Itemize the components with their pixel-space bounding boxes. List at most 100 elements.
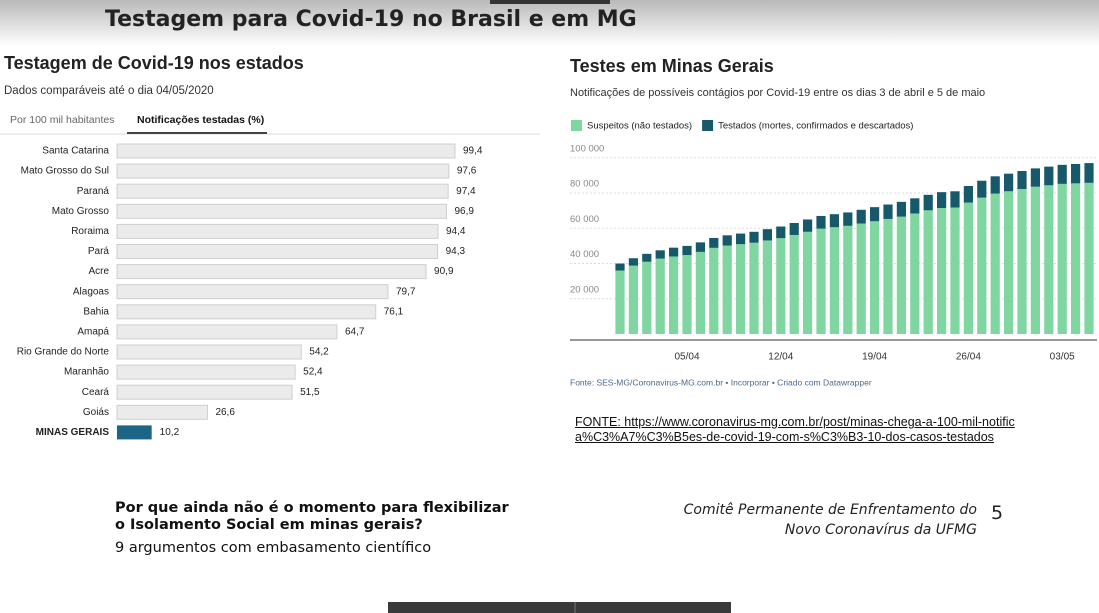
bar-segment bbox=[1084, 163, 1094, 183]
footer-subheading: 9 argumentos com embasamento científico bbox=[115, 540, 432, 556]
bar-segment bbox=[816, 228, 826, 334]
bar-segment bbox=[655, 258, 665, 334]
bar-segment bbox=[990, 193, 1000, 334]
bar bbox=[116, 284, 389, 300]
bar bbox=[116, 264, 427, 280]
bar-segment bbox=[923, 194, 933, 211]
footer-heading: Por que ainda não é o momento para flexi… bbox=[115, 500, 509, 533]
bar-segment bbox=[910, 213, 920, 334]
legend-label: Testados (mortes, confirmados e descarta… bbox=[718, 121, 913, 132]
bar-segment bbox=[789, 223, 799, 235]
bar-segment bbox=[950, 191, 960, 208]
bar-segment bbox=[695, 242, 705, 252]
y-tick-label: Mato Grosso do Sul bbox=[21, 166, 109, 177]
bar-segment bbox=[977, 180, 987, 198]
x-tick-label: 12/04 bbox=[768, 352, 793, 363]
bar-segment bbox=[896, 201, 906, 217]
bar-segment bbox=[1071, 163, 1081, 184]
value-label: 94,3 bbox=[446, 246, 466, 257]
bar-segment bbox=[1071, 183, 1081, 334]
y-tick-label: Paraná bbox=[77, 186, 110, 197]
bar-segment bbox=[1030, 186, 1040, 334]
bar-segment bbox=[789, 234, 799, 334]
bar-segment bbox=[709, 237, 719, 248]
x-tick-label: 26/04 bbox=[956, 352, 981, 363]
tab[interactable]: Notificações testadas (%) bbox=[137, 114, 264, 126]
bar-segment bbox=[803, 219, 813, 232]
y-tick-label: MINAS GERAIS bbox=[36, 427, 110, 438]
bar-segment bbox=[722, 245, 732, 334]
y-tick-label: Alagoas bbox=[73, 286, 109, 297]
bar bbox=[116, 163, 450, 179]
bar bbox=[116, 384, 293, 400]
value-label: 26,6 bbox=[215, 407, 235, 418]
value-label: 97,6 bbox=[457, 166, 477, 177]
bar-segment bbox=[736, 233, 746, 245]
bar-segment bbox=[923, 210, 933, 334]
bar-segment bbox=[749, 231, 759, 243]
bar-segment bbox=[883, 204, 893, 219]
chart-title: Testagem de Covid-19 nos estados bbox=[4, 53, 304, 73]
x-tick-label: 03/05 bbox=[1050, 352, 1075, 363]
tab[interactable]: Por 100 mil habitantes bbox=[10, 114, 114, 126]
chart-title: Testes em Minas Gerais bbox=[570, 56, 774, 76]
value-label: 64,7 bbox=[345, 327, 365, 338]
bar-segment bbox=[642, 261, 652, 334]
bar-segment bbox=[843, 225, 853, 334]
value-label: 54,2 bbox=[309, 347, 329, 358]
value-label: 90,9 bbox=[434, 266, 454, 277]
y-tick-label: Ceará bbox=[82, 387, 110, 398]
source-link[interactable]: FONTE: https://www.coronavirus-mg.com.br… bbox=[575, 415, 1015, 444]
chart-subtitle: Notificações de possíveis contágios por … bbox=[570, 87, 985, 99]
legend-swatch bbox=[571, 120, 582, 131]
y-tick-label: Roraima bbox=[71, 226, 109, 237]
bar-segment bbox=[1017, 188, 1027, 334]
bar-segment bbox=[963, 202, 973, 334]
bar-segment bbox=[870, 221, 880, 334]
bar-segment bbox=[776, 226, 786, 239]
bar-segment bbox=[722, 235, 732, 246]
value-label: 79,7 bbox=[396, 286, 416, 297]
bar-segment bbox=[829, 227, 839, 334]
bar-segment bbox=[816, 215, 826, 229]
chart-subtitle: Dados comparáveis até o dia 04/05/2020 bbox=[4, 85, 214, 97]
y-tick-label: Bahia bbox=[83, 306, 109, 317]
bar-segment bbox=[1030, 168, 1040, 187]
bar-segment bbox=[856, 209, 866, 224]
bar-segment bbox=[870, 207, 880, 222]
header-bg bbox=[0, 0, 1099, 46]
y-tick-label: 40 000 bbox=[570, 249, 599, 260]
x-tick-label: 05/04 bbox=[674, 352, 699, 363]
bar bbox=[116, 183, 449, 199]
value-label: 52,4 bbox=[303, 367, 323, 378]
value-label: 51,5 bbox=[300, 387, 320, 398]
y-tick-label: Mato Grosso bbox=[52, 206, 110, 217]
source-note: Fonte: SES-MG/Coronavirus-MG.com.br • In… bbox=[570, 377, 872, 387]
bar-segment bbox=[910, 198, 920, 214]
x-tick-label: 19/04 bbox=[862, 352, 887, 363]
value-label: 96,9 bbox=[454, 206, 474, 217]
bar-segment bbox=[1084, 182, 1094, 334]
value-label: 10,2 bbox=[160, 427, 180, 438]
bar bbox=[117, 425, 152, 440]
bar bbox=[116, 324, 338, 340]
y-tick-label: Rio Grande do Norte bbox=[17, 347, 110, 358]
bar bbox=[116, 143, 456, 159]
bar-segment bbox=[1057, 164, 1067, 184]
page-number: 5 bbox=[991, 502, 1004, 524]
bar-segment bbox=[843, 212, 853, 226]
bar-segment bbox=[950, 207, 960, 334]
bar-segment bbox=[669, 256, 679, 334]
y-tick-label: Acre bbox=[88, 266, 109, 277]
bar-segment bbox=[682, 245, 692, 256]
bar-segment bbox=[762, 240, 772, 334]
value-label: 99,4 bbox=[463, 146, 483, 157]
bar-segment bbox=[896, 216, 906, 334]
toolbar bbox=[388, 602, 731, 613]
bar-segment bbox=[937, 208, 947, 334]
legend-swatch bbox=[702, 120, 714, 131]
footer-credit: Comitê Permanente de Enfrentamento do No… bbox=[683, 502, 977, 538]
bar-segment bbox=[977, 197, 987, 334]
value-label: 97,4 bbox=[456, 186, 476, 197]
